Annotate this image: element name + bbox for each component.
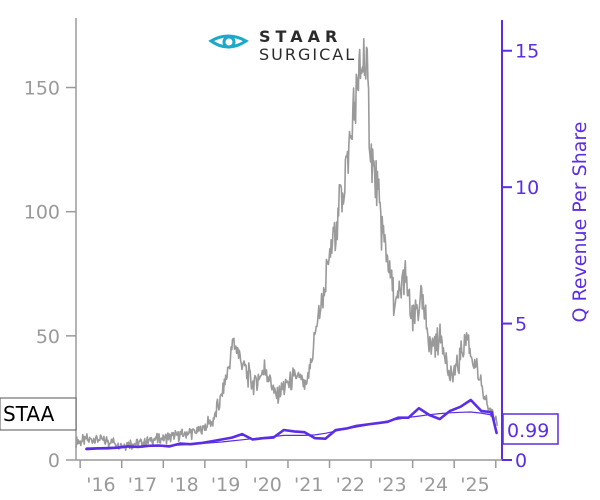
right-tick-label: 15 <box>515 41 539 63</box>
x-tick-label: '20 <box>252 474 281 496</box>
eye-pupil-icon <box>222 35 236 49</box>
x-tick-label: '18 <box>169 474 198 496</box>
left-tick-label: 0 <box>48 450 60 472</box>
revenue-series-line <box>85 398 493 451</box>
left-tick-label: 100 <box>24 202 60 224</box>
left-axis-ticks: 0 50 100 150 <box>24 78 76 472</box>
x-tick-label: '23 <box>377 474 406 496</box>
left-tick-label: 150 <box>24 78 60 100</box>
last-value-badge: 0.99 <box>502 413 559 445</box>
x-tick-label: '25 <box>460 474 489 496</box>
x-tick-label: '24 <box>419 474 448 496</box>
ticker-badge-box <box>0 397 77 431</box>
revenue-last-segment <box>490 410 498 435</box>
x-tick-label: '19 <box>211 474 240 496</box>
right-tick-label: 0 <box>515 450 527 472</box>
x-axis-ticks: '16 '17 '18 '19 '20 '21 '22 '23 '24 '25 <box>79 460 497 496</box>
logo-line2: SURGICAL <box>259 45 356 64</box>
ticker-label: STAA <box>3 402 55 426</box>
x-tick-label: '22 <box>336 474 365 496</box>
last-value-label: 0.99 <box>507 420 549 442</box>
x-tick-label: '17 <box>128 474 157 496</box>
logo-line1: STAAR <box>259 27 342 46</box>
company-logo: STAAR SURGICAL <box>208 27 356 64</box>
price-series-line <box>75 38 498 451</box>
right-axis-label: Q Revenue Per Share <box>569 122 591 323</box>
left-tick-label: 50 <box>36 326 60 348</box>
eye-logo-icon <box>208 34 249 49</box>
ticker-badge: STAA <box>0 397 77 431</box>
x-tick-label: '16 <box>86 474 115 496</box>
last-value-box <box>502 413 559 445</box>
right-tick-label: 5 <box>515 314 527 336</box>
right-axis-ticks: 0 5 10 15 <box>502 41 539 472</box>
x-tick-label: '21 <box>294 474 323 496</box>
right-tick-label: 10 <box>515 177 539 199</box>
series-layer <box>75 38 498 451</box>
